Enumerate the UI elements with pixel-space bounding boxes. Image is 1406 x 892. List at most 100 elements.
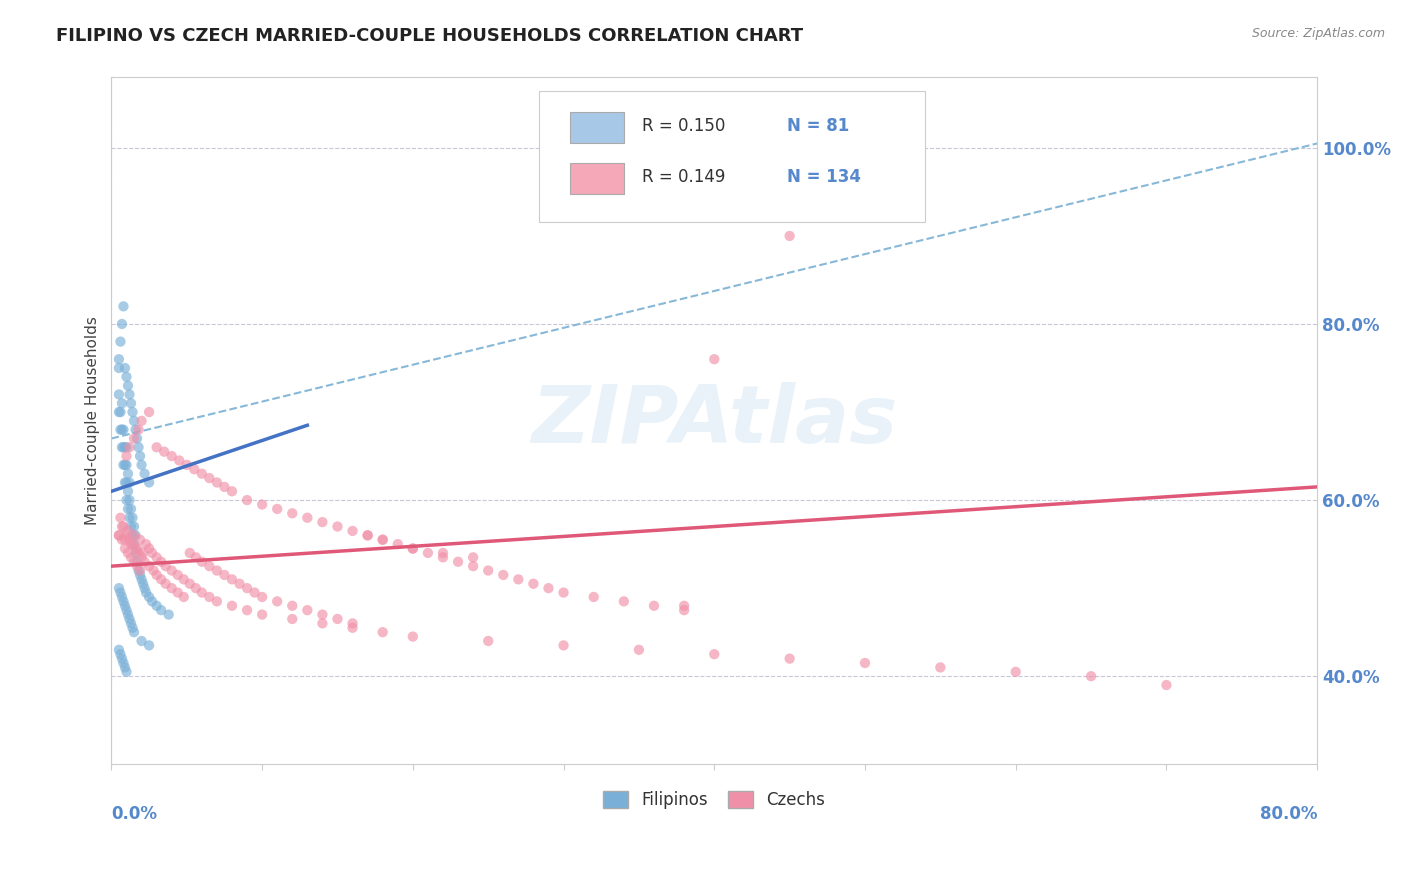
Point: [114, 361, 136, 376]
Point: [122, 414, 145, 428]
Point: [236, 493, 259, 508]
Point: [111, 519, 134, 533]
Point: [191, 467, 214, 481]
Point: [114, 440, 136, 454]
Point: [117, 467, 139, 481]
Point: [250, 607, 273, 622]
Point: [198, 559, 221, 574]
Point: [929, 660, 952, 674]
Point: [141, 546, 163, 560]
Point: [118, 612, 141, 626]
Point: [176, 458, 198, 472]
Point: [266, 594, 288, 608]
Point: [108, 581, 131, 595]
Point: [243, 585, 266, 599]
Point: [131, 550, 153, 565]
Text: R = 0.149: R = 0.149: [643, 168, 725, 186]
Point: [198, 590, 221, 604]
Point: [128, 440, 150, 454]
Point: [108, 642, 131, 657]
Point: [145, 568, 167, 582]
Point: [108, 405, 131, 419]
Point: [145, 599, 167, 613]
Point: [150, 572, 173, 586]
Point: [120, 519, 142, 533]
Point: [173, 590, 195, 604]
Point: [779, 229, 801, 244]
Point: [112, 458, 135, 472]
Point: [432, 546, 454, 560]
Point: [153, 444, 176, 458]
Point: [627, 642, 650, 657]
Point: [114, 475, 136, 490]
Point: [371, 533, 394, 547]
Text: 0.0%: 0.0%: [111, 805, 157, 823]
Point: [118, 475, 141, 490]
Point: [779, 651, 801, 665]
Point: [402, 630, 425, 644]
Point: [125, 541, 148, 556]
Point: [1156, 678, 1178, 692]
Point: [432, 550, 454, 565]
Point: [115, 440, 138, 454]
Point: [342, 621, 364, 635]
Text: R = 0.150: R = 0.150: [643, 117, 725, 135]
Point: [250, 498, 273, 512]
Point: [112, 656, 135, 670]
Point: [356, 528, 378, 542]
Point: [111, 440, 134, 454]
Point: [150, 555, 173, 569]
Point: [221, 599, 243, 613]
Point: [111, 651, 134, 665]
Point: [114, 599, 136, 613]
Point: [853, 656, 876, 670]
Point: [613, 594, 636, 608]
Point: [342, 524, 364, 538]
Point: [138, 541, 160, 556]
Point: [145, 550, 167, 565]
Point: [173, 572, 195, 586]
Point: [114, 533, 136, 547]
Point: [553, 585, 575, 599]
Point: [250, 590, 273, 604]
Point: [297, 510, 319, 524]
Point: [160, 449, 183, 463]
Point: [266, 502, 288, 516]
Point: [477, 564, 499, 578]
Point: [673, 599, 696, 613]
Point: [150, 603, 173, 617]
Point: [114, 458, 136, 472]
Point: [121, 528, 143, 542]
Point: [124, 423, 146, 437]
Point: [125, 559, 148, 574]
Point: [132, 576, 155, 591]
Point: [112, 423, 135, 437]
Point: [129, 564, 152, 578]
Point: [184, 550, 207, 565]
Point: [110, 647, 132, 661]
Point: [553, 639, 575, 653]
Point: [120, 537, 142, 551]
Point: [311, 607, 333, 622]
Point: [221, 484, 243, 499]
Point: [118, 387, 141, 401]
Point: [166, 568, 188, 582]
Point: [281, 612, 304, 626]
Point: [228, 576, 250, 591]
Point: [108, 528, 131, 542]
Point: [463, 550, 485, 565]
Point: [141, 594, 163, 608]
Text: N = 81: N = 81: [786, 117, 849, 135]
FancyBboxPatch shape: [569, 112, 624, 143]
Point: [122, 519, 145, 533]
Point: [121, 405, 143, 419]
Point: [120, 396, 142, 410]
Point: [402, 541, 425, 556]
Point: [122, 625, 145, 640]
Point: [447, 555, 470, 569]
Point: [205, 564, 228, 578]
Point: [205, 475, 228, 490]
Point: [108, 361, 131, 376]
Point: [703, 352, 725, 367]
Point: [138, 405, 160, 419]
